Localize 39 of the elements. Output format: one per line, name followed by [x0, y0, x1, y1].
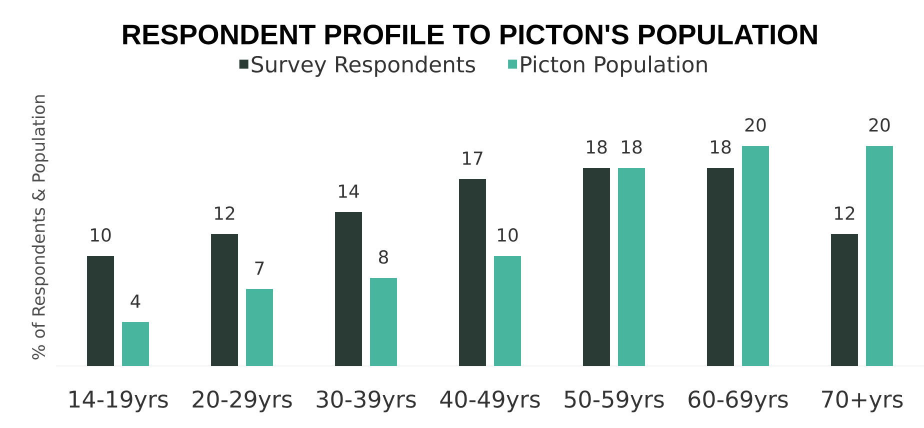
x-tick-label: 40-49yrs: [440, 390, 540, 412]
data-label: 7: [255, 262, 264, 275]
data-label: 10: [91, 228, 111, 242]
bar: [830, 234, 858, 366]
x-tick-label: 30-39yrs: [316, 390, 416, 412]
bar: [866, 146, 893, 366]
bar: [370, 278, 398, 366]
data-label: 8: [379, 250, 388, 264]
data-label: 20: [745, 118, 766, 132]
data-label: 18: [622, 140, 642, 154]
bar: [87, 256, 114, 366]
bar: [742, 146, 769, 366]
bar: [618, 168, 645, 366]
x-tick-label: 20-29yrs: [192, 390, 292, 412]
bar: [335, 212, 362, 366]
x-tick-label: 70+yrs: [822, 390, 903, 412]
data-label: 12: [215, 206, 234, 220]
x-tick-label: 50-59yrs: [564, 390, 664, 412]
data-label: 17: [463, 152, 482, 165]
data-label: 18: [711, 140, 731, 154]
bar: [494, 256, 521, 366]
x-tick-label: 60-69yrs: [688, 390, 788, 412]
data-label: 18: [587, 140, 607, 154]
bar: [582, 168, 610, 366]
bar: [246, 288, 274, 366]
data-label: 10: [498, 228, 518, 242]
data-label: 4: [130, 294, 140, 308]
bar: [706, 168, 734, 366]
bar: [122, 322, 150, 366]
data-label: 14: [339, 184, 359, 198]
data-label: 20: [869, 118, 890, 132]
bar: [211, 234, 238, 366]
legend-label: Survey Respondents: [252, 56, 475, 77]
chart-title: RESPONDENT PROFILE TO PICTON'S POPULATION: [123, 24, 817, 44]
y-axis-title: % of Respondents & Population: [32, 95, 48, 360]
bar: [459, 178, 486, 366]
legend-label: Picton Population: [521, 56, 707, 77]
data-label: 12: [835, 206, 854, 220]
x-tick-label: 14-19yrs: [70, 390, 168, 412]
